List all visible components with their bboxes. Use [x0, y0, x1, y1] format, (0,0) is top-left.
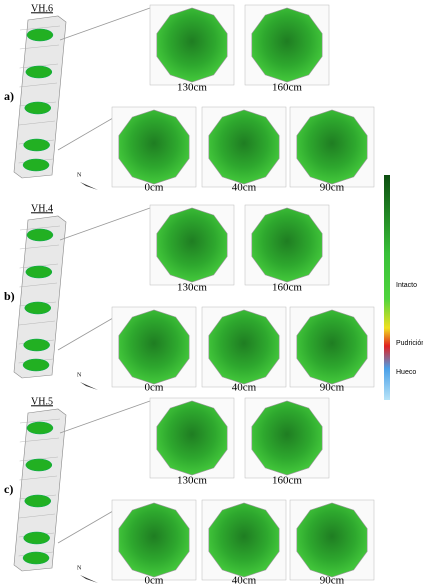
tomogram [296, 309, 368, 385]
tower-slice [22, 358, 50, 372]
compass [80, 575, 98, 583]
legend-label: Hueco [396, 369, 416, 376]
compass-label: N [77, 172, 82, 178]
tree-label: VH.5 [31, 396, 53, 407]
height-label: 0cm [145, 575, 164, 587]
pointer-arrow [59, 7, 151, 41]
tomogram [208, 309, 280, 385]
tower-slice [25, 265, 53, 279]
tower-slice [24, 301, 52, 315]
tower-slice [24, 101, 52, 115]
panel-letter: b) [4, 289, 15, 303]
tower-slice [26, 421, 54, 435]
tomogram [296, 502, 368, 578]
height-label: 130cm [177, 82, 207, 94]
tower-slice [23, 531, 50, 545]
compass-label: N [77, 372, 82, 378]
legend-label: Pudrición [396, 340, 423, 347]
height-label: 40cm [232, 382, 257, 394]
tower-slice [25, 458, 53, 472]
tower-slice [23, 338, 50, 352]
tower-slice [26, 228, 54, 242]
tower-grid [19, 44, 60, 50]
height-label: 90cm [320, 382, 345, 394]
tower-slice [22, 551, 50, 565]
tomogram [118, 502, 190, 578]
tomogram [118, 109, 190, 185]
tower-slice [22, 158, 50, 172]
tower-grid [19, 475, 58, 481]
color-scale [384, 175, 390, 400]
tower-grid [19, 282, 58, 288]
height-label: 130cm [177, 282, 207, 294]
compass [80, 182, 98, 190]
height-label: 90cm [320, 575, 345, 587]
pointer-arrow [57, 117, 114, 151]
tower [13, 15, 67, 179]
tower-grid [18, 513, 56, 519]
tower-grid [19, 225, 61, 231]
height-label: 0cm [145, 382, 164, 394]
tomogram [118, 309, 190, 385]
tower-grid [19, 418, 61, 424]
tower [13, 215, 67, 379]
pointer-arrow [59, 207, 151, 241]
tomogram [156, 400, 228, 476]
tomogram [251, 400, 323, 476]
tomogram [251, 207, 323, 283]
tree-label: VH.6 [31, 3, 53, 14]
height-label: 130cm [177, 475, 207, 487]
tower-grid [19, 82, 58, 88]
pointer-arrow [59, 400, 151, 434]
tower-grid [19, 25, 61, 31]
tower-slice [23, 138, 50, 152]
tower-grid [19, 437, 60, 443]
height-label: 40cm [232, 575, 257, 587]
height-label: 40cm [232, 182, 257, 194]
height-label: 160cm [272, 82, 302, 94]
tree-label: VH.4 [31, 203, 53, 214]
legend-label: Intacto [396, 282, 417, 289]
panel-letter: a) [4, 89, 14, 103]
tower-grid [18, 120, 56, 126]
height-label: 160cm [272, 282, 302, 294]
compass [80, 382, 98, 390]
pointer-arrow [57, 510, 114, 544]
height-label: 90cm [320, 182, 345, 194]
tomogram [156, 7, 228, 83]
tomogram [208, 502, 280, 578]
tower-grid [19, 244, 60, 250]
tomogram [208, 109, 280, 185]
tower-slice [25, 65, 53, 79]
tower-slice [24, 494, 52, 508]
compass-label: N [77, 565, 82, 571]
tomogram [251, 7, 323, 83]
tomogram [296, 109, 368, 185]
tower-slice [26, 28, 54, 42]
height-label: 160cm [272, 475, 302, 487]
height-label: 0cm [145, 182, 164, 194]
tower [13, 408, 67, 572]
tomogram [156, 207, 228, 283]
panel-letter: c) [4, 482, 13, 496]
pointer-arrow [57, 317, 114, 351]
tower-grid [18, 320, 56, 326]
